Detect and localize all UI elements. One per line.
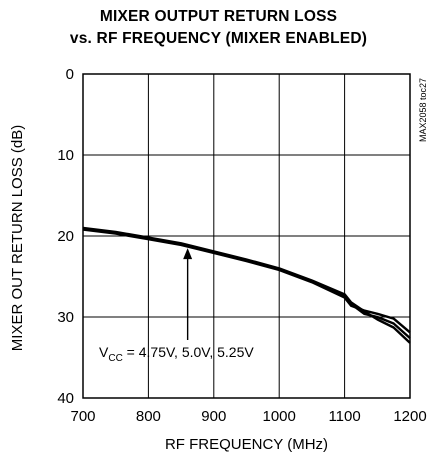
y-tick-label: 20 bbox=[57, 228, 74, 245]
x-axis-label: RF FREQUENCY (MHz) bbox=[165, 436, 328, 453]
y-tick-label: 10 bbox=[57, 147, 74, 164]
chart-title-line-2: vs. RF FREQUENCY (MIXER ENABLED) bbox=[69, 30, 368, 47]
x-tick-label: 1000 bbox=[263, 408, 296, 425]
chart-title-line-1: MIXER OUTPUT RETURN LOSS bbox=[99, 8, 338, 25]
series-layer bbox=[82, 226, 411, 344]
series-line-2 bbox=[82, 227, 411, 339]
y-tick-label: 30 bbox=[57, 309, 74, 326]
annotation-label: VCC = 4.75V, 5.0V, 5.25V bbox=[99, 344, 254, 364]
x-tick-label: 800 bbox=[136, 408, 161, 425]
y-axis-label: MIXER OUT RETURN LOSS (dB) bbox=[9, 125, 26, 351]
series-line-3 bbox=[82, 228, 411, 334]
tick-labels: 700 800 900 1000 1100 1200 0 10 20 30 40 bbox=[57, 66, 426, 425]
y-tick-label: 40 bbox=[57, 390, 74, 407]
x-tick-label: 1100 bbox=[328, 408, 360, 425]
figure-id-label: MAX2058 toc27 bbox=[418, 78, 428, 142]
series-line-1 bbox=[82, 226, 411, 344]
x-tick-label: 900 bbox=[201, 408, 226, 425]
annotation: VCC = 4.75V, 5.0V, 5.25V bbox=[99, 248, 254, 364]
annotation-arrow-head bbox=[183, 248, 193, 260]
x-tick-label: 700 bbox=[70, 408, 95, 425]
y-tick-label: 0 bbox=[66, 66, 74, 83]
plot-frame bbox=[82, 73, 411, 399]
x-tick-label: 1200 bbox=[393, 408, 426, 425]
